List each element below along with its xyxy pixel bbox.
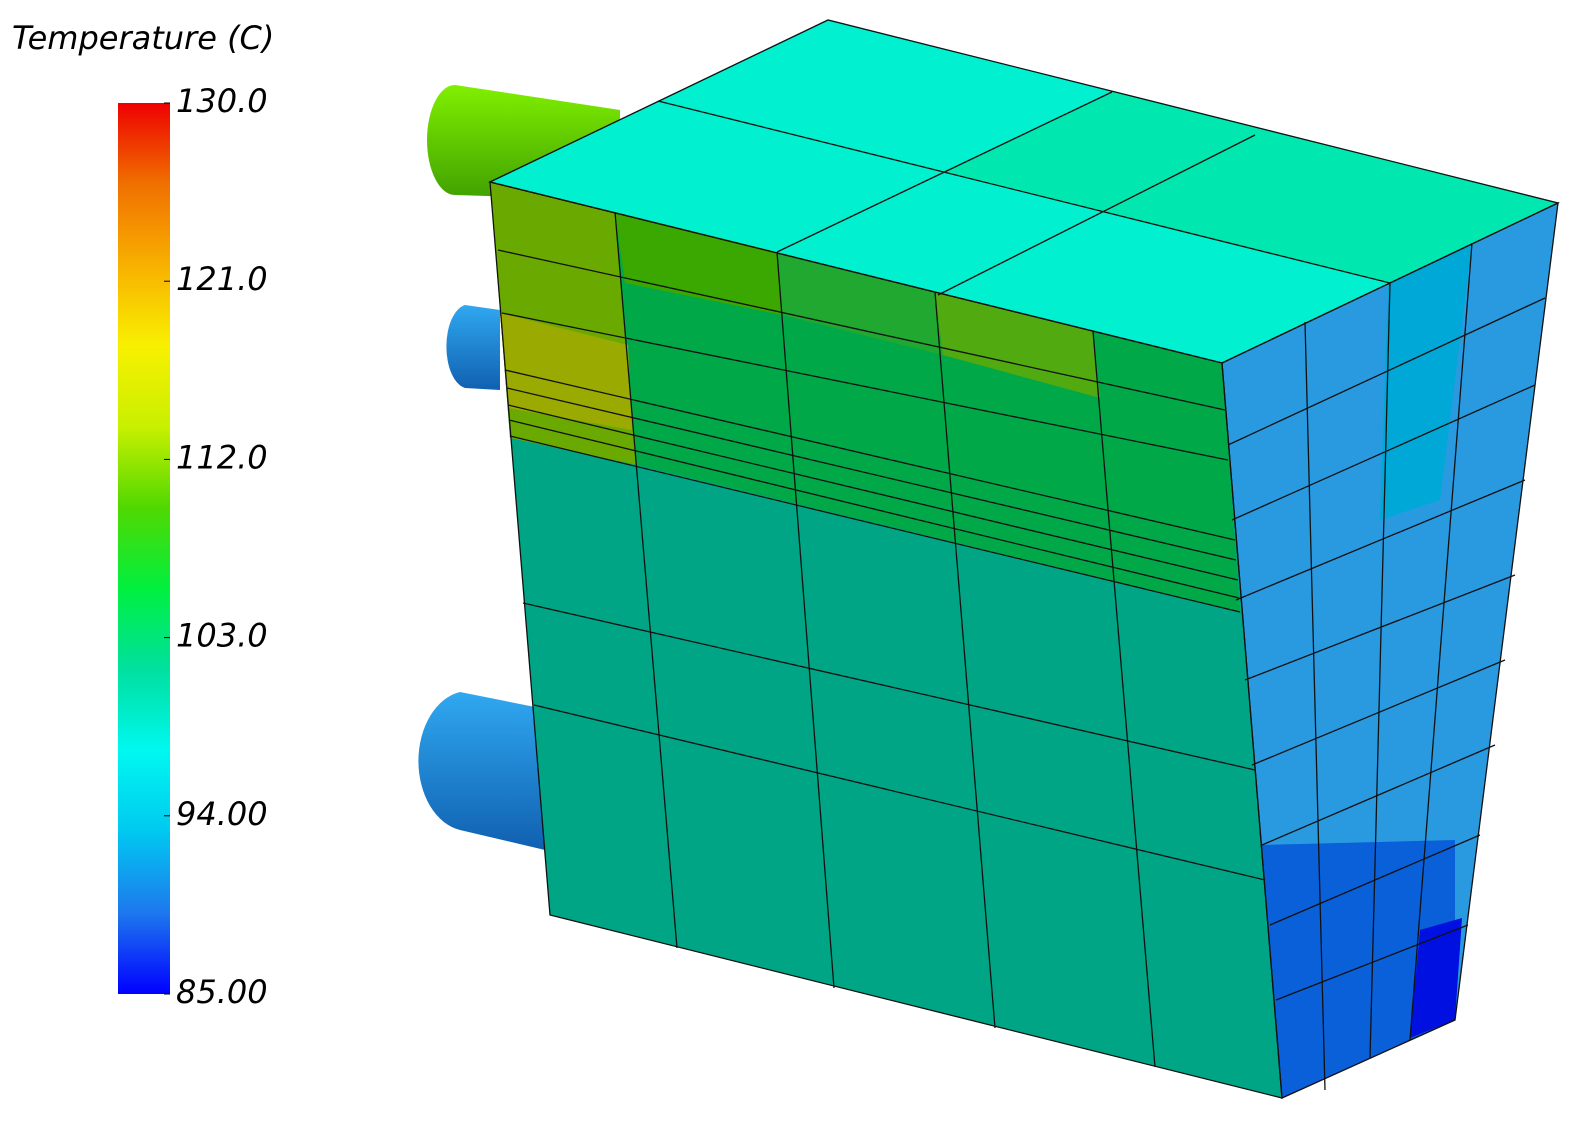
top-cell	[942, 92, 1558, 283]
tick-label: 130.0	[176, 82, 268, 120]
tick-label: 121.0	[176, 260, 268, 298]
tick-label: 94.00	[176, 795, 268, 833]
mesh-lines	[497, 91, 1546, 1091]
front-cell	[935, 292, 1100, 398]
colorbar-fill	[118, 103, 170, 994]
colorbar: 130.0 121.0 112.0 103.0 94.00 85.00	[118, 82, 268, 1011]
front-hot-cell	[500, 313, 632, 430]
edge	[1221, 201, 1559, 1099]
front-cell	[615, 212, 782, 315]
pipe	[446, 305, 500, 390]
right-cell	[1410, 918, 1462, 1038]
right-cell	[1262, 840, 1455, 1098]
right-cell	[1380, 243, 1472, 520]
model	[418, 19, 1560, 1099]
pipe	[418, 692, 545, 850]
legend-title: Temperature (C)	[12, 19, 274, 57]
front-cell	[777, 252, 943, 355]
tick-label: 112.0	[176, 438, 268, 476]
tick-label: 103.0	[176, 617, 268, 655]
tick-label: 85.00	[176, 973, 268, 1011]
